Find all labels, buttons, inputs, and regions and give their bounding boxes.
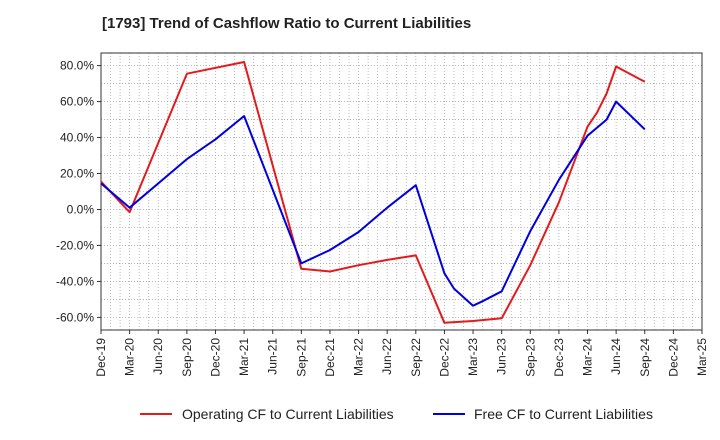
y-tick-label: -60.0%	[56, 310, 94, 324]
x-tick-label: Sep-20	[180, 338, 194, 377]
x-tick-label: Jun-22	[380, 338, 394, 375]
x-tick-label: Mar-25	[695, 338, 709, 376]
x-tick-label: Jun-21	[266, 338, 280, 375]
x-tick-label: Jun-20	[151, 338, 165, 375]
x-tick-label: Dec-20	[208, 338, 222, 377]
legend-label-2: Free CF to Current Liabilities	[474, 406, 653, 422]
legend-label-1: Operating CF to Current Liabilities	[182, 406, 394, 422]
y-tick-label: -40.0%	[56, 274, 94, 288]
x-tick-label: Jun-24	[609, 338, 623, 375]
x-tick-label: Sep-22	[409, 338, 423, 377]
x-tick-label: Jun-23	[495, 338, 509, 375]
y-tick-label: 0.0%	[67, 202, 95, 216]
x-tick-label: Dec-22	[437, 338, 451, 377]
series-line-2	[100, 100, 646, 307]
x-tick-label: Dec-19	[94, 338, 108, 377]
y-tick-label: 40.0%	[60, 131, 94, 145]
y-tick-label: 20.0%	[60, 167, 94, 181]
series-line-1	[100, 61, 646, 324]
x-tick-label: Dec-24	[666, 338, 680, 377]
x-tick-label: Sep-24	[638, 338, 652, 377]
x-tick-label: Dec-21	[323, 338, 337, 377]
x-tick-label: Dec-23	[552, 338, 566, 377]
y-tick-label: 60.0%	[60, 95, 94, 109]
plot-border	[100, 52, 703, 331]
x-tick-label: Mar-23	[466, 338, 480, 376]
chart-title: [1793] Trend of Cashflow Ratio to Curren…	[102, 15, 472, 32]
y-tick-label: 80.0%	[60, 59, 94, 73]
y-tick-label: -20.0%	[56, 238, 94, 252]
x-tick-label: Mar-22	[352, 338, 366, 376]
x-tick-label: Sep-21	[294, 338, 308, 377]
x-tick-label: Mar-21	[237, 338, 251, 376]
x-tick-label: Mar-24	[581, 338, 595, 376]
x-tick-label: Sep-23	[523, 338, 537, 377]
x-tick-label: Mar-20	[123, 338, 137, 376]
